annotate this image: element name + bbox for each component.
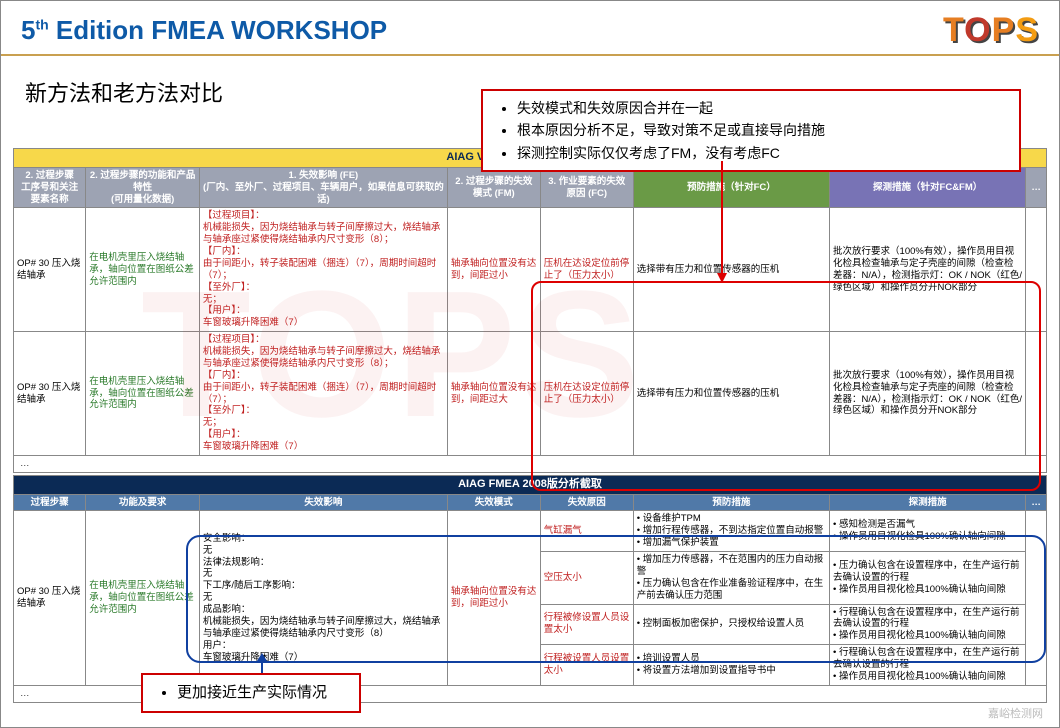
table-row: OP# 30 压入烧结轴承 在电机壳里压入烧结轴承，轴向位置在图纸公差允许范围内…: [14, 208, 1047, 332]
logo: TOPS: [943, 11, 1039, 50]
table-aiag-2008: AIAG FMEA 2008版分析截取 过程步骤 功能及要求 失效影响 失效模式…: [13, 475, 1047, 703]
page-title: 5th Edition FMEA WORKSHOP: [21, 15, 387, 46]
callout-bottom-item: 更加接近生产实际情况: [177, 681, 347, 705]
tables-area: AIAG VDA FMEA (Draft)分析截取 2. 过程步骤工序号和关注要…: [1, 148, 1059, 703]
callout-top: 失效模式和失效原因合并在一起 根本原因分析不足，导致对策不足或直接导向措施 探测…: [481, 89, 1021, 172]
callout-top-item: 探测控制实际仅仅考虑了FM，没有考虑FC: [517, 142, 1007, 164]
banner-blue: AIAG FMEA 2008版分析截取: [14, 475, 1047, 494]
callout-top-item: 根本原因分析不足，导致对策不足或直接导向措施: [517, 119, 1007, 141]
table-aiag-vda: AIAG VDA FMEA (Draft)分析截取 2. 过程步骤工序号和关注要…: [13, 148, 1047, 473]
connector-red: [721, 161, 723, 281]
table-row: OP# 30 压入烧结轴承 在电机壳里压入烧结轴承，轴向位置在图纸公差允许范围内…: [14, 332, 1047, 456]
callout-bottom: 更加接近生产实际情况: [141, 673, 361, 713]
watermark-text: 嘉峪检测网: [988, 705, 1043, 721]
header: 5th Edition FMEA WORKSHOP TOPS: [1, 1, 1059, 56]
callout-top-item: 失效模式和失效原因合并在一起: [517, 97, 1007, 119]
table-row: OP# 30 压入烧结轴承 在电机壳里压入烧结轴承，轴向位置在图纸公差允许范围内…: [14, 511, 1047, 552]
